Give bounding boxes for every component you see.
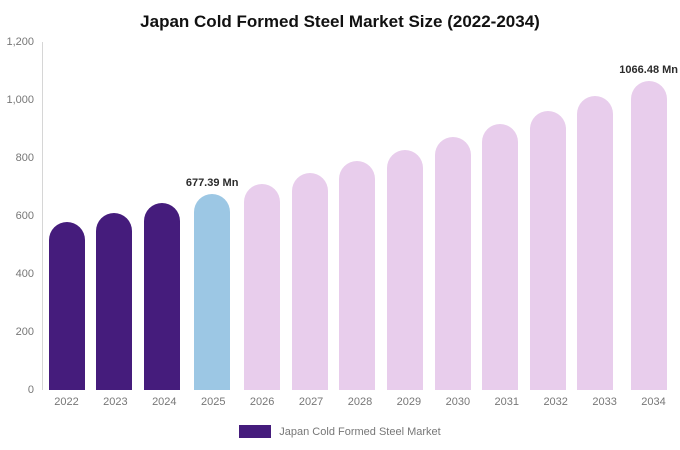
x-axis: 2022 2023 2024 2025 2026 2027 2028 2029 2030 2031… — [42, 396, 678, 408]
bar-2028[interactable] — [339, 161, 376, 390]
x-tick-2028: 2028 — [347, 396, 373, 408]
chart-title: Japan Cold Formed Steel Market Size (202… — [140, 12, 540, 31]
x-tick-2034: 2034 — [641, 396, 666, 408]
bar-value-label-2034: 1066.48 Mn — [619, 63, 678, 76]
x-tick-2023: 2023 — [103, 396, 128, 408]
bar-column-2024 — [138, 42, 186, 390]
bar-2032[interactable] — [529, 110, 566, 390]
plot-area: 677.39 Mn 1066.48 Mn — [42, 42, 678, 390]
x-tick-2031: 2031 — [494, 396, 519, 408]
bar-column-2032 — [524, 42, 572, 390]
x-tick-2027: 2027 — [298, 396, 324, 408]
bar-2033[interactable] — [577, 95, 614, 390]
bar-column-2028 — [334, 42, 382, 390]
bar-2022[interactable] — [48, 221, 85, 390]
y-tick-1,200: 1,200 — [6, 36, 34, 48]
bar-column-2029 — [381, 42, 429, 390]
legend-label: Japan Cold Formed Steel Market — [279, 425, 441, 438]
bar-column-2022 — [43, 42, 91, 390]
bar-2029[interactable] — [387, 149, 424, 390]
bar-2030[interactable] — [434, 137, 471, 390]
bar-column-2034: 1066.48 Mn — [619, 42, 678, 390]
bar-2025[interactable] — [194, 193, 231, 390]
bar-2027[interactable] — [291, 172, 328, 390]
bar-value-label-2025: 677.39 Mn — [185, 176, 239, 189]
bar-2031[interactable] — [482, 124, 519, 390]
bar-column-2030 — [429, 42, 477, 390]
y-tick-800: 800 — [15, 152, 34, 164]
y-tick-0: 0 — [27, 384, 34, 396]
x-tick-2026: 2026 — [249, 396, 275, 408]
x-tick-2022: 2022 — [54, 396, 79, 408]
bar-2023[interactable] — [96, 212, 133, 390]
bar-column-2023 — [91, 42, 139, 390]
x-tick-2030: 2030 — [445, 396, 471, 408]
bar-column-2031 — [476, 42, 524, 390]
y-tick-1,000: 1,000 — [6, 94, 34, 106]
x-tick-2024: 2024 — [152, 396, 177, 408]
x-tick-2029: 2029 — [396, 396, 422, 408]
bar-2024[interactable] — [144, 203, 181, 390]
y-tick-200: 200 — [15, 326, 34, 338]
y-tick-600: 600 — [15, 210, 34, 222]
bar-column-2033 — [572, 42, 620, 390]
bar-column-2025: 677.39 Mn — [185, 42, 239, 390]
y-axis: 0 200 400 600 800 1,000 1,200 — [0, 36, 38, 396]
x-tick-2025: 2025 — [200, 396, 226, 408]
bar-column-2027 — [286, 42, 334, 390]
y-tick-400: 400 — [15, 268, 34, 280]
legend-swatch — [239, 425, 272, 438]
legend: Japan Cold Formed Steel Market — [0, 425, 680, 438]
bar-2026[interactable] — [244, 183, 281, 390]
x-tick-2032: 2032 — [543, 396, 568, 408]
x-tick-2033: 2033 — [592, 396, 617, 408]
bar-2034[interactable] — [630, 80, 667, 390]
bar-column-2026 — [238, 42, 286, 390]
